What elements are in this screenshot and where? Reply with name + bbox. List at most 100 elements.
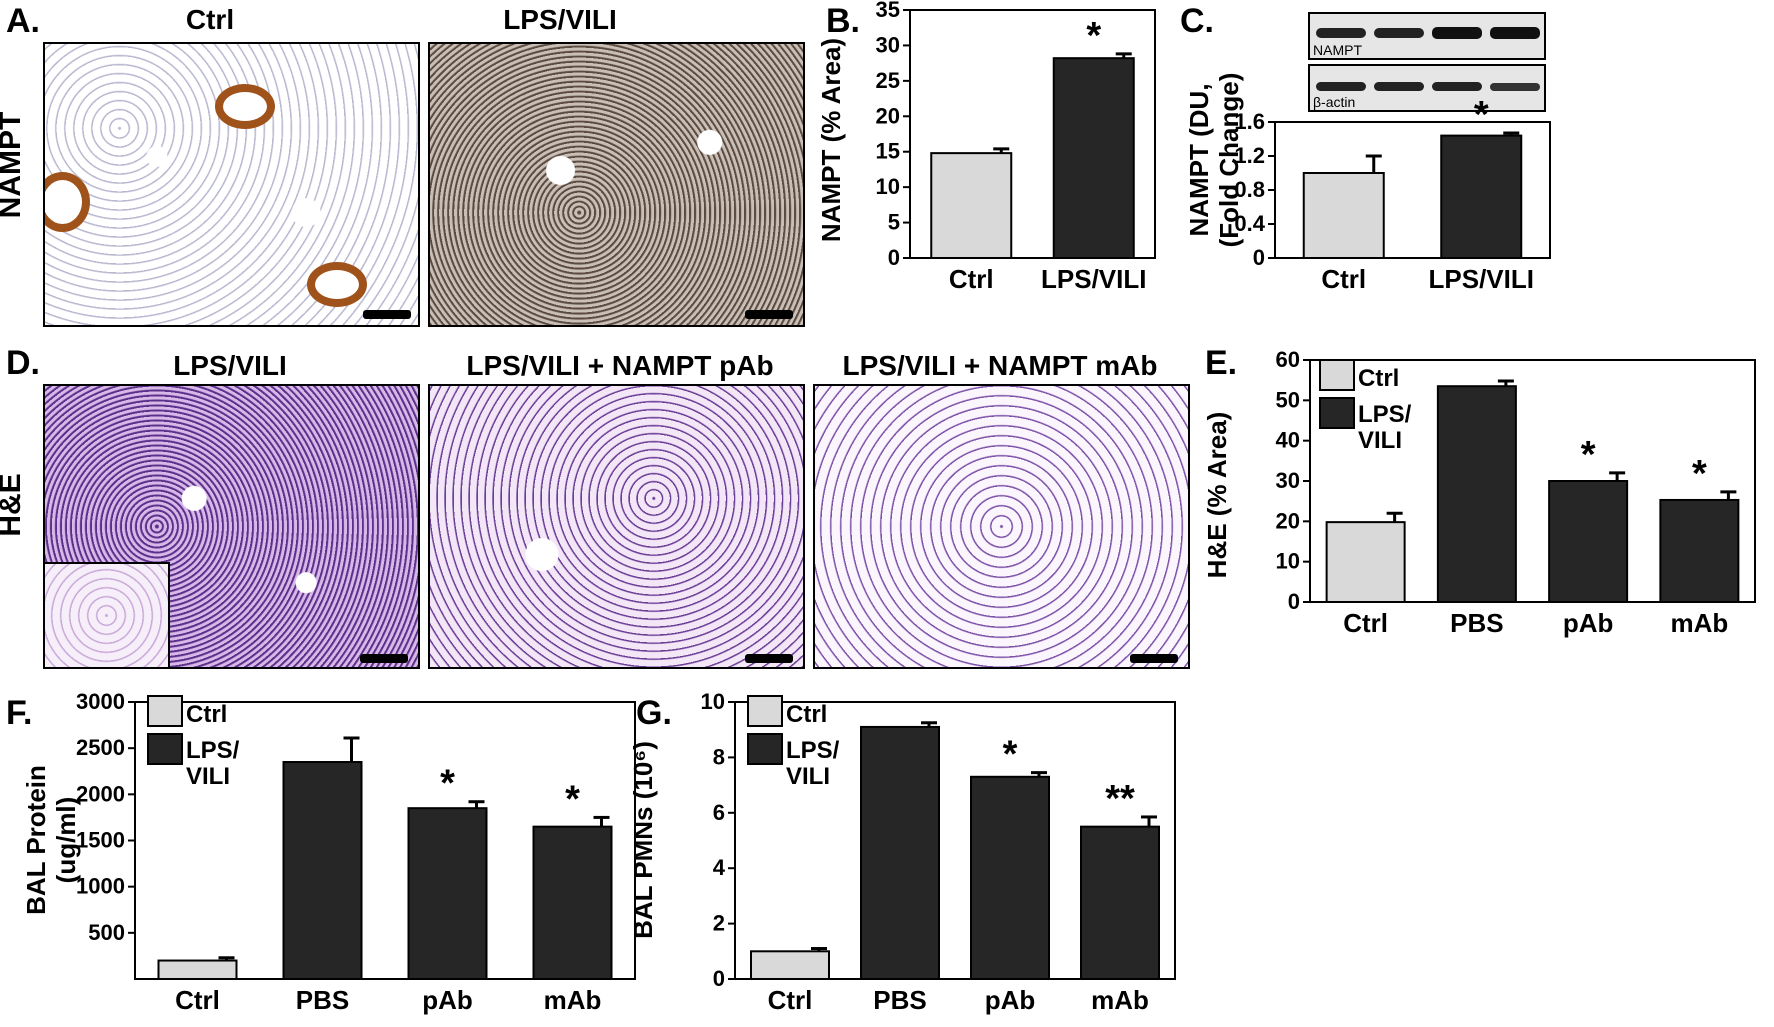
scale-bar: [1130, 654, 1178, 663]
bar: [1080, 825, 1160, 980]
significance-marker: *: [1692, 453, 1707, 495]
western-blot-nampt: NAMPT: [1308, 12, 1546, 60]
scale-bar: [363, 310, 411, 319]
y-tick-label: 500: [88, 920, 125, 945]
panel-a-label: A.: [6, 2, 40, 40]
airway-stain: [307, 262, 367, 307]
y-tick-label: 3000: [76, 690, 125, 714]
panel-c-label: C.: [1180, 2, 1214, 40]
legend-swatch-lps: [147, 733, 183, 765]
y-axis-label: NAMPT (% Area): [820, 38, 846, 242]
category-label: LPS/VILI: [1041, 264, 1146, 294]
legend-label-lps: VILI: [1358, 427, 1402, 454]
bar: [407, 807, 488, 980]
y-tick-label: 2: [713, 911, 725, 936]
plot-frame: [734, 701, 1176, 980]
bar: [970, 775, 1050, 981]
y-axis-label: H&E (% Area): [1202, 412, 1232, 579]
blot-band: [1316, 28, 1366, 38]
y-tick-label: 20: [876, 103, 900, 128]
panel-b-label: B.: [826, 2, 860, 40]
legend-label-lps: VILI: [186, 763, 230, 790]
bar: [282, 761, 363, 981]
scale-bar: [360, 654, 408, 663]
micrograph-he-lps: [43, 384, 420, 669]
legend-label-lps: LPS/: [786, 737, 840, 764]
y-tick-label: 60: [1276, 347, 1300, 372]
micrograph-inset-ctrl: [45, 562, 170, 667]
category-label: Ctrl: [949, 264, 994, 294]
western-blot-actin: β-actin: [1308, 64, 1546, 112]
y-tick-label: 20: [1276, 508, 1300, 533]
y-axis-label: BAL PMNs (10⁶): [630, 741, 658, 939]
y-tick-label: 1.2: [1234, 143, 1265, 168]
significance-marker: *: [1474, 94, 1489, 136]
blot-band: [1490, 27, 1540, 39]
y-tick-label: 0.8: [1234, 177, 1265, 202]
bar: [1548, 480, 1629, 603]
bar: [1659, 498, 1740, 603]
category-label: LPS/VILI: [1429, 264, 1534, 294]
bar: [532, 825, 613, 980]
category-label: pAb: [422, 985, 473, 1015]
bar: [157, 959, 238, 980]
y-tick-label: 0.4: [1234, 211, 1265, 236]
bar: [1302, 172, 1385, 259]
bar: [1436, 385, 1517, 604]
significance-marker: *: [1581, 434, 1596, 476]
scale-bar: [745, 654, 793, 663]
panel-d-label: D.: [6, 344, 40, 382]
panel-d-title-3: LPS/VILI + NAMPT mAb: [842, 350, 1158, 381]
category-label: mAb: [1670, 608, 1728, 638]
legend-swatch-ctrl: [1319, 359, 1355, 391]
y-tick-label: 6: [713, 800, 725, 825]
legend-swatch-lps: [747, 733, 783, 765]
chart-c: 0 0.4 0.8 1.2 1.6 Ctrl * LPS/VILI NAMPT (DU, (Fol…: [1184, 73, 1551, 294]
category-label: mAb: [544, 985, 602, 1015]
significance-marker: *: [440, 763, 455, 805]
chart-b: 0 5 10 15 20 25 30 35 Ctrl * LPS/VILI NAMPT (% Area…: [820, 0, 1156, 294]
blot-label-actin: β-actin: [1313, 94, 1356, 110]
y-axis-label: BAL Protein: [21, 765, 51, 915]
panel-f-label: F.: [6, 694, 33, 732]
category-label: mAb: [1091, 985, 1149, 1015]
significance-marker: **: [1105, 778, 1135, 820]
legend-swatch-ctrl: [147, 695, 183, 727]
y-axis-label: (Fold Change): [1214, 73, 1244, 248]
blot-band: [1432, 82, 1482, 91]
category-label: pAb: [1563, 608, 1614, 638]
panel-d-title-2: LPS/VILI + NAMPT pAb: [466, 350, 774, 381]
y-tick-label: 25: [876, 68, 900, 93]
category-label: Ctrl: [175, 985, 220, 1015]
y-tick-label: 1000: [76, 874, 125, 899]
y-axis-label: (ug/ml): [51, 797, 81, 884]
blot-band: [1432, 27, 1482, 39]
y-tick-label: 30: [1276, 468, 1300, 493]
y-tick-label: 15: [876, 139, 900, 164]
y-tick-label: 2000: [76, 781, 125, 806]
significance-marker: *: [1003, 734, 1018, 776]
bar: [750, 950, 830, 980]
significance-marker: *: [1086, 15, 1101, 57]
legend-label-lps: VILI: [786, 763, 830, 790]
y-tick-label: 40: [1276, 428, 1300, 453]
micrograph-he-pab: [428, 384, 805, 669]
bar: [1325, 521, 1406, 603]
y-tick-label: 2500: [76, 735, 125, 760]
scale-bar: [745, 310, 793, 319]
plot-frame: [909, 9, 1156, 259]
panel-g-label: G.: [636, 694, 672, 732]
bar: [860, 725, 940, 981]
legend-swatch-lps: [1319, 397, 1355, 429]
panel-d-row-label: H&E: [0, 473, 27, 537]
bar: [1052, 57, 1135, 259]
y-tick-label: 1.6: [1234, 109, 1265, 134]
legend-label-ctrl: Ctrl: [186, 701, 227, 728]
y-tick-label: 0: [1253, 245, 1265, 270]
y-tick-label: 4: [713, 855, 726, 880]
panel-a-title-lps: LPS/VILI: [503, 4, 617, 35]
y-tick-label: 10: [876, 174, 900, 199]
micrograph-nampt-lps: [428, 42, 805, 327]
legend-label-lps: LPS/: [186, 737, 240, 764]
airway-stain: [45, 172, 90, 232]
